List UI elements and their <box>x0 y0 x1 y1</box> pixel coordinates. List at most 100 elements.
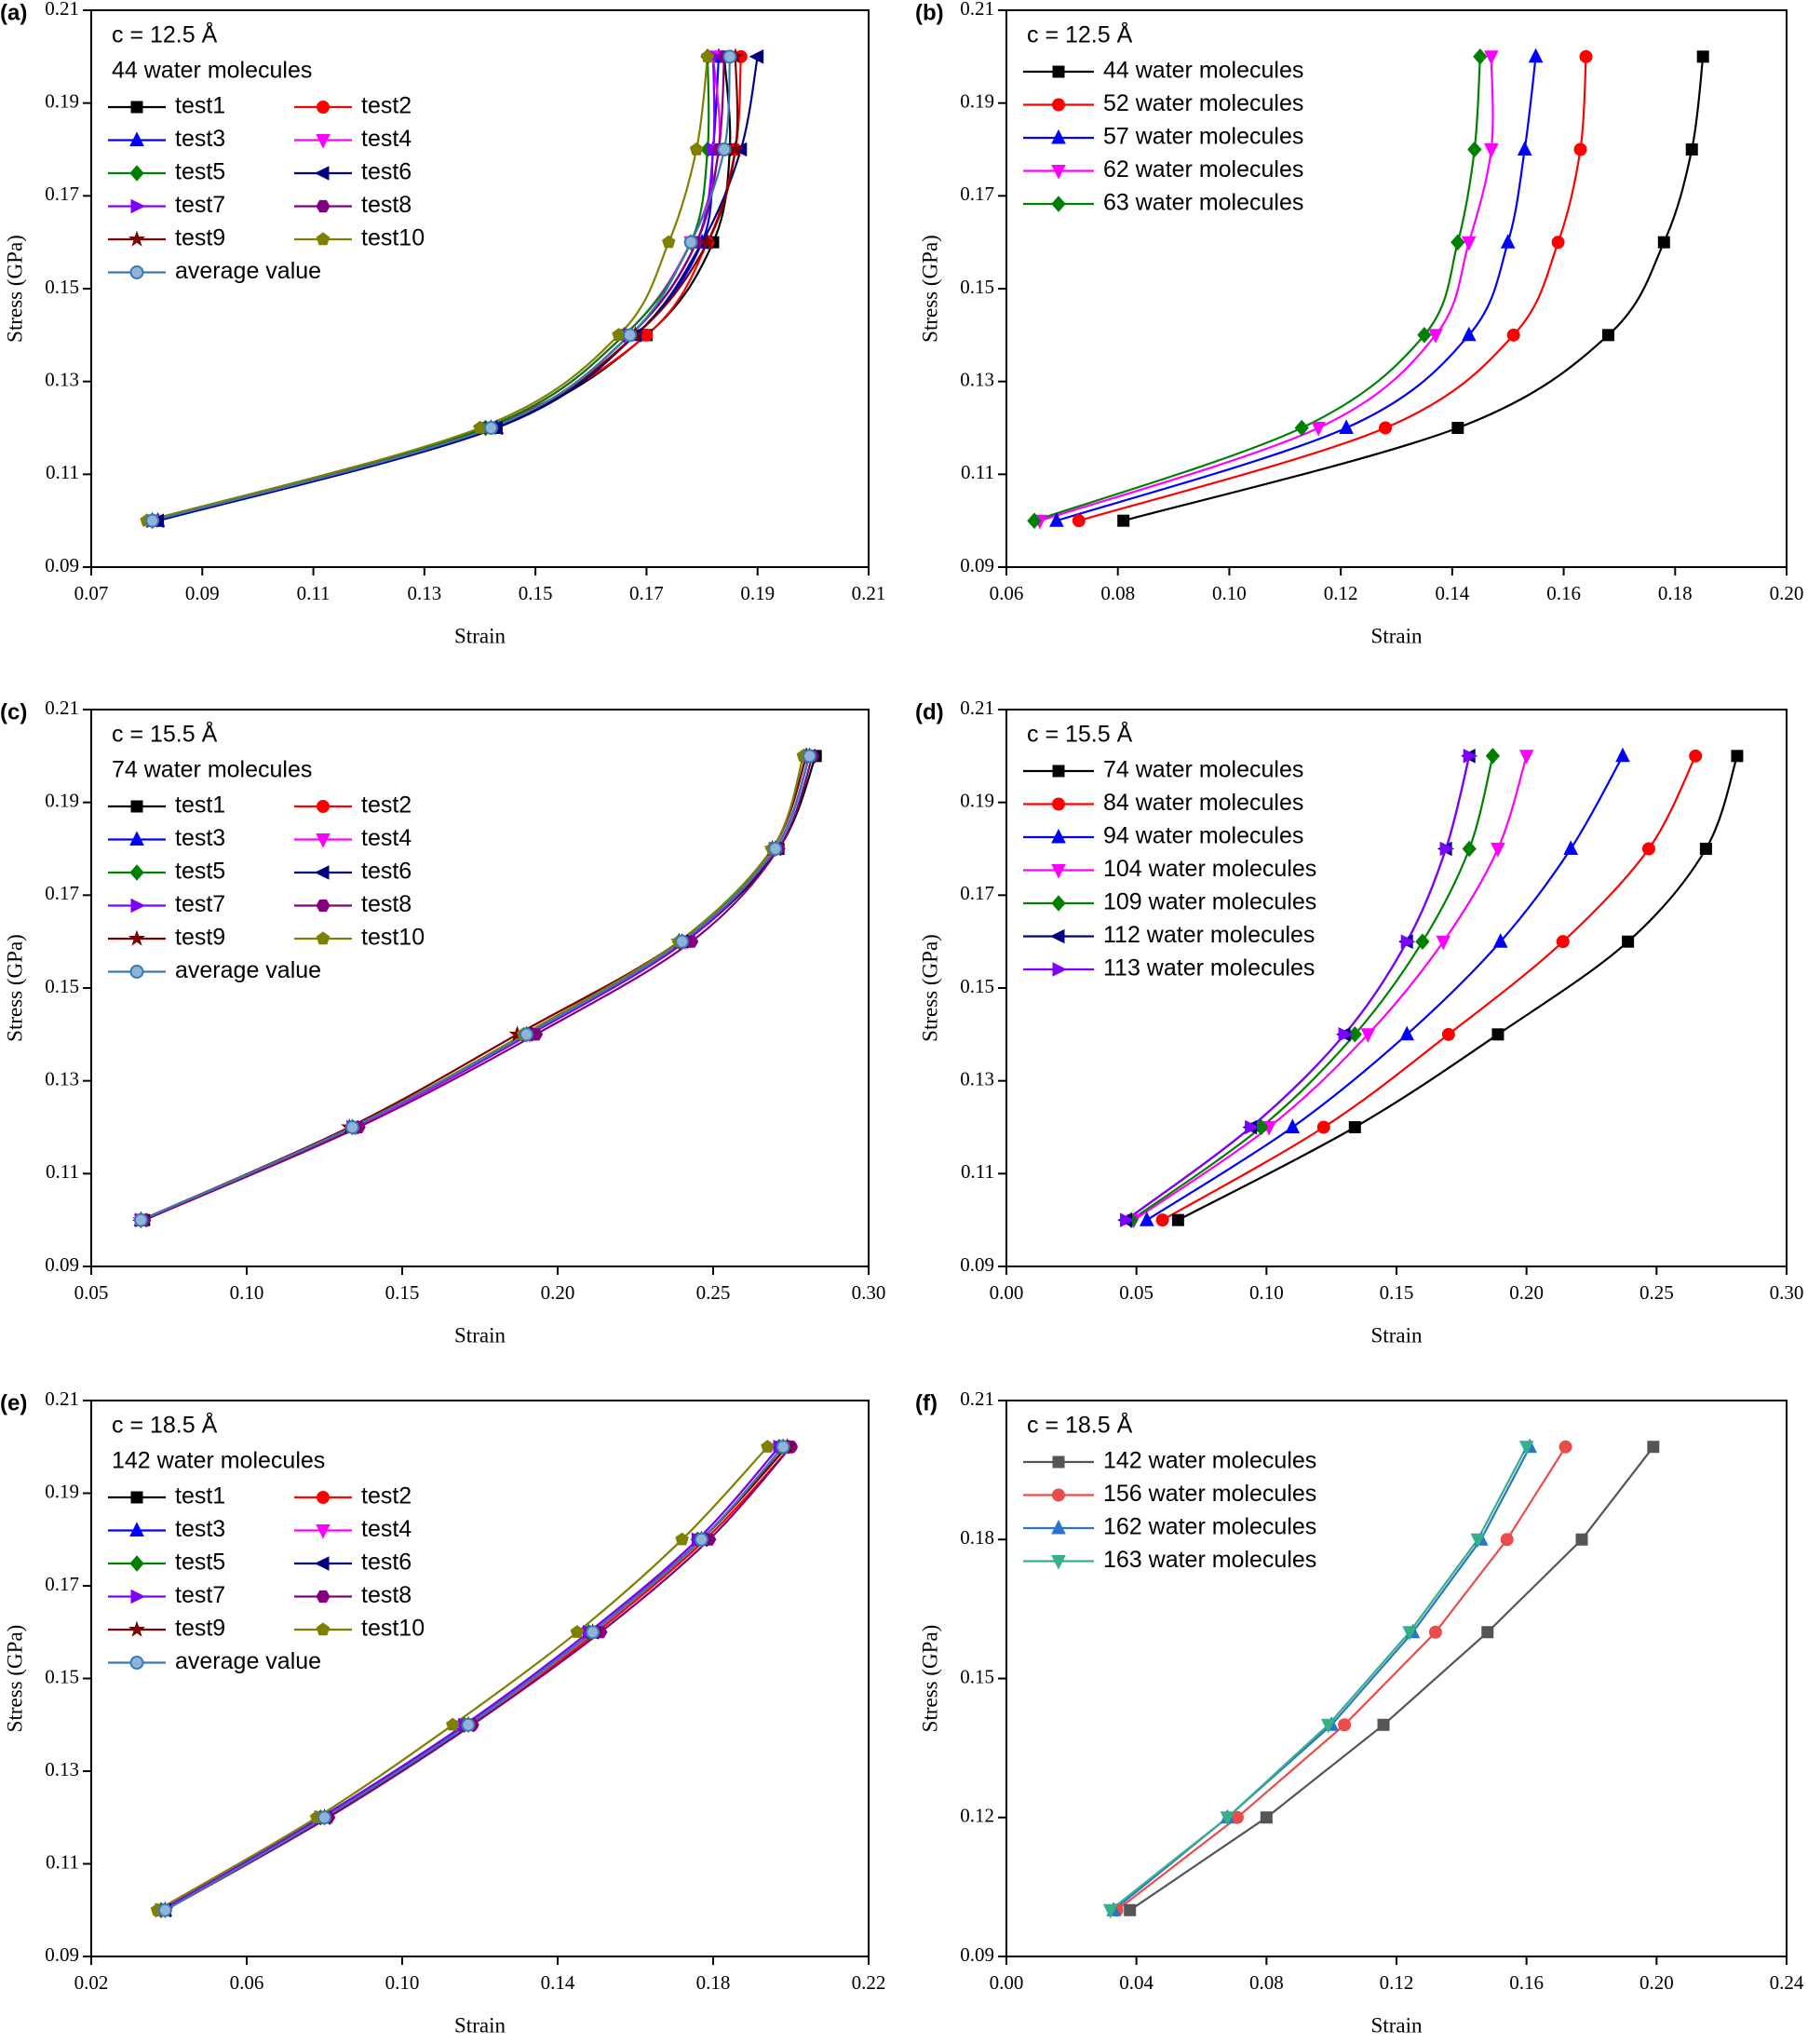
legend-marker <box>1052 65 1065 78</box>
marker <box>1402 1626 1417 1641</box>
x-axis-title: Strain <box>1371 2013 1423 2037</box>
annotation: c = 15.5 Å <box>112 720 218 748</box>
marker <box>1155 1213 1169 1227</box>
legend-label: test5 <box>175 159 225 185</box>
legend-label: test7 <box>175 192 225 218</box>
x-tick-label: 0.15 <box>519 582 553 604</box>
marker <box>1500 234 1516 249</box>
legend-label: 109 water molecules <box>1103 889 1316 915</box>
x-tick-label: 0.08 <box>1100 582 1135 604</box>
marker <box>1615 747 1630 763</box>
legend-label: test6 <box>361 159 412 185</box>
x-tick-label: 0.25 <box>1639 1281 1674 1304</box>
marker <box>1338 1026 1354 1042</box>
legend-label: test6 <box>361 859 412 885</box>
x-tick-label: 0.13 <box>407 582 441 604</box>
marker <box>1573 142 1587 156</box>
panel-label: (b) <box>915 0 944 25</box>
x-tick-label: 0.22 <box>852 1971 886 1994</box>
legend-marker <box>129 131 144 146</box>
series-line <box>164 1446 784 1912</box>
series-line <box>140 755 811 1222</box>
marker <box>1245 1119 1260 1135</box>
marker <box>1417 327 1432 344</box>
legend-label: test10 <box>361 225 425 251</box>
legend-marker <box>317 101 330 114</box>
marker <box>1685 143 1698 156</box>
legend-marker <box>129 265 144 279</box>
y-tick-label: 0.09 <box>960 554 994 576</box>
legend-label: test2 <box>361 792 412 819</box>
legend-marker <box>316 931 331 945</box>
x-tick-label: 0.20 <box>1509 1281 1544 1304</box>
legend-label: test3 <box>175 1516 225 1542</box>
marker <box>1120 1212 1135 1228</box>
x-tick-label: 0.16 <box>1546 582 1581 604</box>
y-tick-label: 0.19 <box>45 1480 79 1502</box>
marker <box>776 1440 790 1455</box>
y-axis-title: Stress (GPa) <box>3 1625 26 1733</box>
y-tick-label: 0.15 <box>45 1665 79 1687</box>
legend-label: test4 <box>361 825 412 851</box>
x-axis-title: Strain <box>1371 624 1423 647</box>
legend-marker <box>128 929 146 946</box>
y-tick-label: 0.09 <box>960 1253 994 1276</box>
series-line <box>164 1446 789 1912</box>
marker <box>1518 750 1534 765</box>
marker <box>1551 236 1565 250</box>
y-tick-label: 0.17 <box>45 1573 79 1595</box>
marker <box>683 235 698 250</box>
series-line <box>143 755 817 1222</box>
marker <box>1556 935 1570 949</box>
marker <box>1485 748 1501 765</box>
marker <box>1117 514 1130 527</box>
y-tick-label: 0.21 <box>960 697 994 719</box>
marker <box>1311 422 1327 437</box>
legend-marker <box>1051 196 1066 212</box>
marker <box>1400 934 1416 950</box>
marker <box>1467 141 1482 158</box>
marker <box>570 1625 585 1638</box>
legend-label: 57 water molecules <box>1103 124 1303 150</box>
legend-label: 44 water molecules <box>1103 58 1303 84</box>
legend-label: 163 water molecules <box>1103 1547 1316 1573</box>
legend-marker <box>316 199 331 213</box>
legend-label: test6 <box>361 1550 412 1576</box>
marker <box>1601 329 1614 342</box>
y-tick-label: 0.21 <box>960 1387 994 1410</box>
marker <box>1518 1441 1534 1455</box>
y-axis-title: Stress (GPa) <box>3 934 26 1042</box>
marker <box>1451 422 1464 434</box>
legend-label: test4 <box>361 1516 412 1542</box>
x-tick-label: 0.21 <box>852 582 886 604</box>
marker <box>1348 1121 1361 1133</box>
legend-marker <box>314 166 330 181</box>
legend-marker <box>129 864 144 881</box>
marker <box>345 1120 360 1134</box>
series-line <box>156 1446 769 1912</box>
legend-label: 63 water molecules <box>1103 190 1303 216</box>
x-tick-label: 0.16 <box>1509 1971 1544 1994</box>
marker <box>1377 1718 1390 1731</box>
marker <box>1171 1213 1184 1226</box>
marker <box>1049 512 1064 527</box>
x-tick-label: 0.14 <box>541 1971 575 1994</box>
y-tick-label: 0.19 <box>960 89 994 112</box>
marker <box>1320 1718 1336 1734</box>
x-tick-label: 0.05 <box>74 1281 109 1304</box>
marker <box>1622 935 1635 948</box>
marker <box>761 1440 775 1453</box>
x-tick-label: 0.00 <box>990 1971 1024 1994</box>
legend-label: average value <box>175 957 321 983</box>
marker <box>1699 843 1712 855</box>
legend-label: test9 <box>175 925 225 951</box>
legend-marker <box>130 800 143 813</box>
x-tick-label: 0.06 <box>990 582 1024 604</box>
panel: (a) 0.07 0.09 0.11 0.13 0.15 0.17 0.19 0.21 0.09 0… <box>0 0 885 647</box>
panel: (e) 0.02 0.06 0.10 0.14 0.18 0.22 0.09 0.11 0.13 0… <box>0 1387 885 2037</box>
marker <box>722 49 737 64</box>
series-line <box>152 56 725 522</box>
x-tick-label: 0.07 <box>74 582 109 604</box>
marker <box>145 513 160 528</box>
